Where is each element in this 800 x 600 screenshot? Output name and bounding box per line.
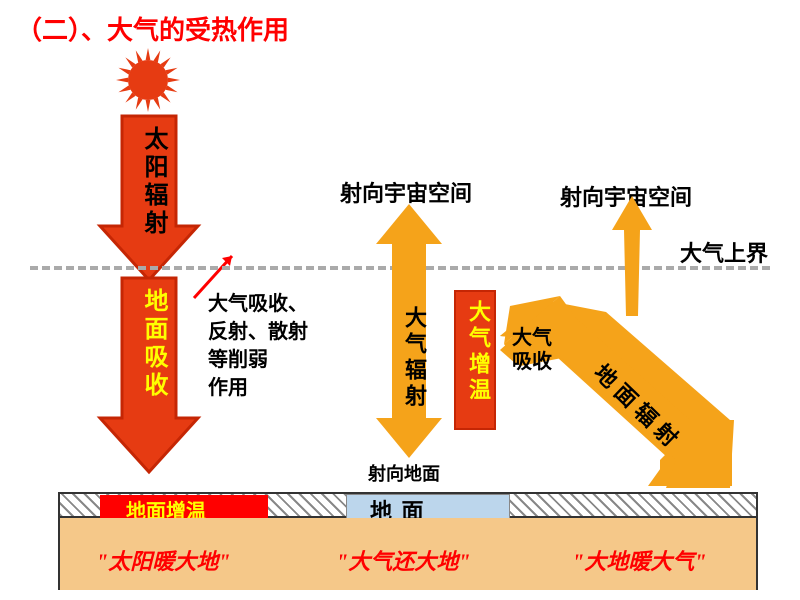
atmo-up-arrow — [376, 204, 442, 314]
atmo-rad-label: 大气辐射 — [398, 306, 430, 410]
absorb-reflect-label: 大气吸收、 反射、散射 等削弱 作用 — [208, 290, 308, 402]
to-ground-label: 射向地面 — [368, 460, 440, 486]
solar-rad-label: 太阳辐射 — [136, 126, 171, 238]
atmo-absorb2-label: 大气吸收 — [512, 326, 552, 374]
atmo-boundary-label: 大气上界 — [680, 236, 768, 268]
sun-icon — [110, 42, 186, 118]
atmo-warm-label: 大气增温 — [462, 300, 494, 404]
surface-absorb-label: 地面吸收 — [136, 288, 171, 400]
quote-1: "太阳暖大地" — [96, 544, 230, 576]
quote-2: "大气还大地" — [336, 544, 470, 576]
quote-3: "大地暖大气" — [572, 544, 706, 576]
